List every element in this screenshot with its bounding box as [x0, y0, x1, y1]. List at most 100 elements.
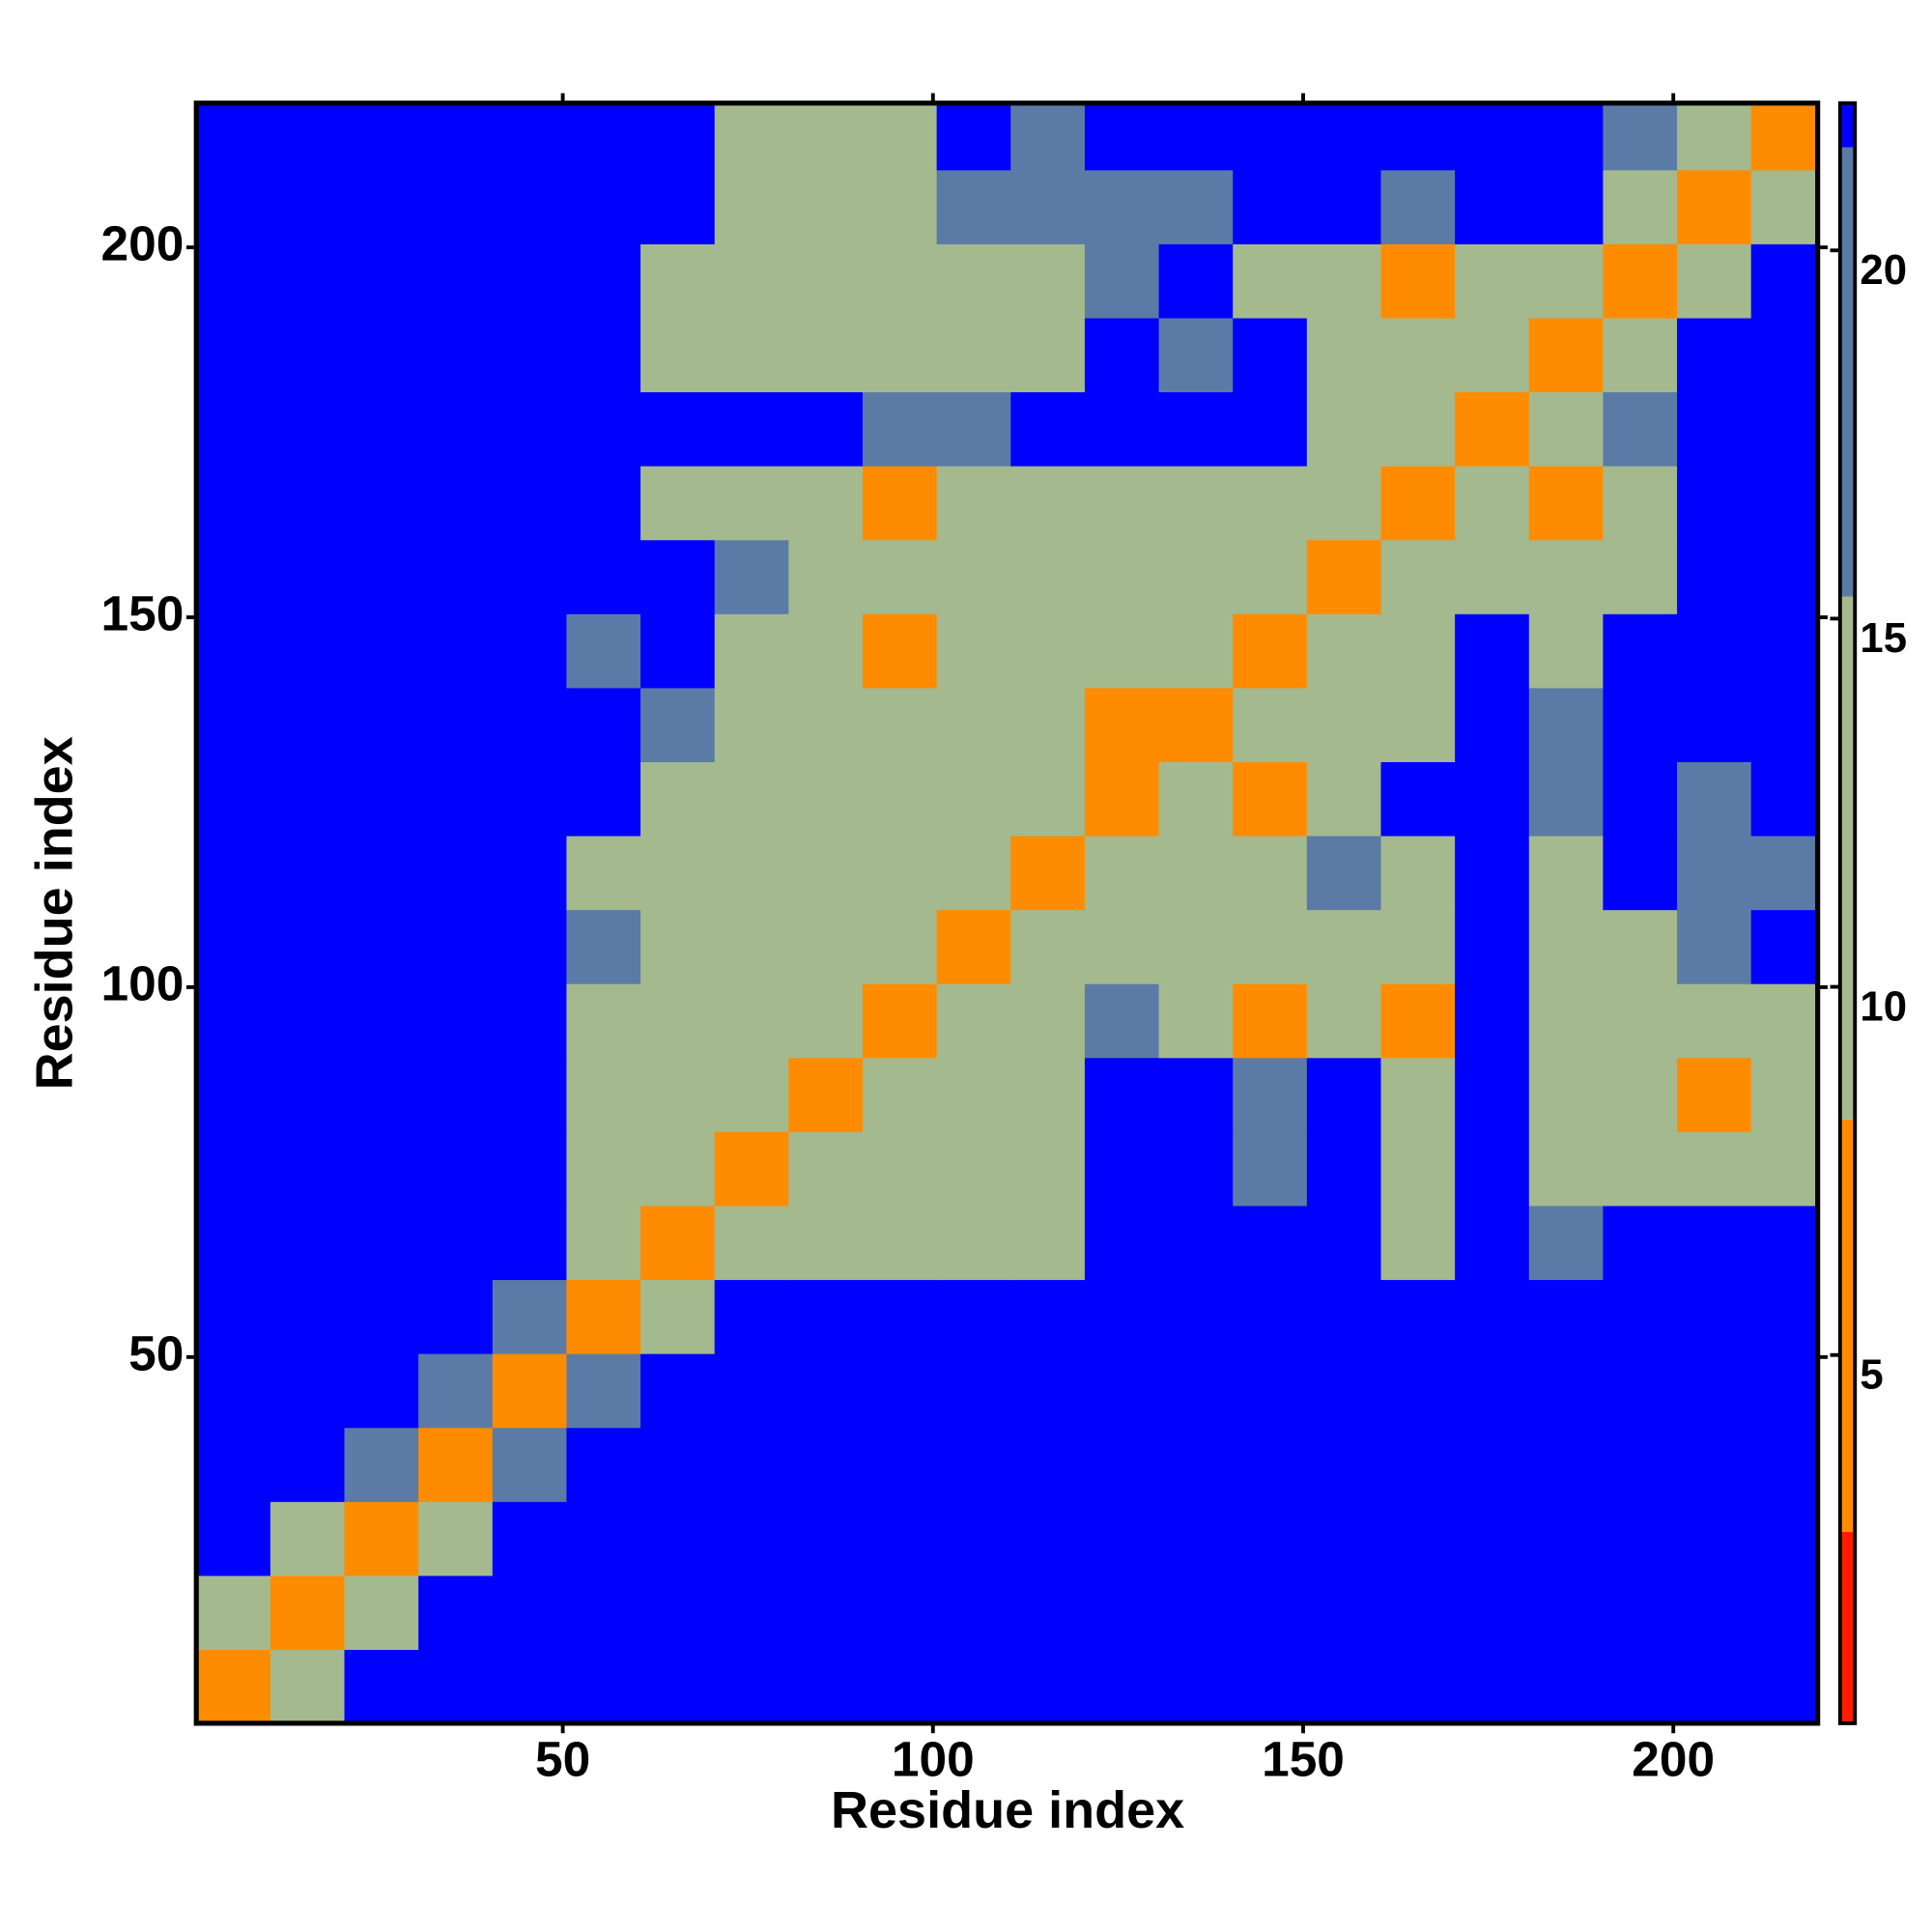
heatmap-cell — [1528, 687, 1605, 762]
heatmap-cell — [1380, 466, 1456, 541]
heatmap-cell — [862, 1501, 938, 1577]
heatmap-cell — [936, 243, 1011, 319]
heatmap-cell — [344, 1131, 419, 1207]
heatmap-cell — [270, 169, 346, 244]
heatmap-cell — [714, 243, 789, 319]
heatmap-cell — [936, 1575, 1011, 1650]
heatmap-cell — [1380, 761, 1456, 837]
heatmap-cell — [1306, 243, 1382, 319]
y-tick-label: 200 — [101, 215, 185, 271]
heatmap-cell — [270, 613, 346, 689]
heatmap-cell — [344, 761, 419, 837]
heatmap-cell — [1084, 1427, 1160, 1502]
heatmap-cell — [1528, 761, 1605, 837]
heatmap-cell — [566, 169, 641, 244]
heatmap-cell — [492, 687, 568, 762]
heatmap-cell — [936, 1649, 1011, 1724]
heatmap-cell — [788, 761, 864, 837]
heatmap-cell — [1233, 1205, 1308, 1281]
heatmap-cell — [1158, 317, 1234, 393]
heatmap-cell — [1158, 835, 1234, 911]
heatmap-cell — [1306, 835, 1382, 911]
heatmap-cell — [1233, 1057, 1308, 1132]
heatmap-cell — [1380, 539, 1456, 614]
heatmap-cell — [418, 466, 494, 541]
heatmap-cell — [344, 909, 419, 984]
heatmap-cell — [1750, 1131, 1819, 1207]
heatmap-cell — [862, 1575, 938, 1650]
heatmap-cell — [196, 687, 271, 762]
heatmap-cell — [1677, 909, 1752, 984]
heatmap-cell — [344, 835, 419, 911]
colorbar-tick-label: 5 — [1860, 1350, 1883, 1398]
heatmap-cell — [196, 466, 271, 541]
heatmap-cell — [1750, 243, 1819, 319]
heatmap-cell — [492, 909, 568, 984]
heatmap-cell — [1750, 909, 1819, 984]
heatmap-cell — [492, 1057, 568, 1132]
heatmap-cell — [640, 1353, 716, 1429]
heatmap-cell — [1603, 317, 1678, 393]
heatmap-cell — [1084, 102, 1160, 171]
heatmap-cell — [344, 391, 419, 467]
heatmap-cell — [788, 1353, 864, 1429]
heatmap-cell — [1380, 1427, 1456, 1502]
heatmap-cell — [714, 983, 789, 1059]
heatmap-cell — [344, 169, 419, 244]
heatmap-cell — [492, 1427, 568, 1502]
heatmap-cell — [196, 1501, 271, 1577]
heatmap-cell — [1528, 539, 1605, 614]
heatmap-cell — [1084, 391, 1160, 467]
heatmap-cell — [1233, 1279, 1308, 1354]
heatmap-cell — [1603, 1649, 1678, 1724]
heatmap-cell — [1603, 761, 1678, 837]
colorbar-segment — [1839, 1119, 1856, 1532]
heatmap-cell — [270, 466, 346, 541]
heatmap-cell — [862, 102, 938, 171]
heatmap-cell — [1528, 1131, 1605, 1207]
heatmap-cell — [344, 613, 419, 689]
heatmap-cell — [1306, 1131, 1382, 1207]
heatmap-cell — [270, 102, 346, 171]
heatmap-cell — [418, 613, 494, 689]
heatmap-cell — [344, 1057, 419, 1132]
heatmap-cell — [1158, 466, 1234, 541]
heatmap-cell — [1455, 1205, 1530, 1281]
heatmap-cell — [1306, 983, 1382, 1059]
heatmap-cell — [640, 613, 716, 689]
heatmap-cell — [1750, 613, 1819, 689]
heatmap-cell — [1528, 317, 1605, 393]
heatmap-cell — [492, 1501, 568, 1577]
heatmap-cell — [714, 1501, 789, 1577]
heatmap-cell — [1603, 1501, 1678, 1577]
heatmap-cell — [714, 1131, 789, 1207]
heatmap-cell — [788, 687, 864, 762]
heatmap-cell — [1603, 391, 1678, 467]
heatmap-cell — [1455, 687, 1530, 762]
heatmap-cell — [862, 1057, 938, 1132]
heatmap-cell — [1084, 1575, 1160, 1650]
heatmap-cell — [1233, 1427, 1308, 1502]
heatmap-cell — [1158, 1057, 1234, 1132]
heatmap-cell — [1158, 102, 1234, 171]
heatmap-cell — [344, 317, 419, 393]
heatmap-cell — [492, 317, 568, 393]
heatmap-cell — [1380, 391, 1456, 467]
heatmap-cell — [344, 1427, 419, 1502]
heatmap-cell — [862, 1131, 938, 1207]
heatmap-cell — [196, 317, 271, 393]
heatmap-cell — [1010, 1057, 1086, 1132]
heatmap-cell — [1158, 169, 1234, 244]
heatmap-cell — [1603, 466, 1678, 541]
heatmap-cell — [1010, 1427, 1086, 1502]
heatmap-cell — [492, 1279, 568, 1354]
x-tick-label: 100 — [892, 1731, 975, 1787]
heatmap-cell — [936, 466, 1011, 541]
heatmap-cell — [1455, 909, 1530, 984]
heatmap-cell — [344, 1649, 419, 1724]
heatmap-cell — [1380, 835, 1456, 911]
heatmap-cell — [1010, 169, 1086, 244]
heatmap-cell — [1010, 466, 1086, 541]
heatmap-cell — [566, 1131, 641, 1207]
heatmap-cell — [788, 102, 864, 171]
